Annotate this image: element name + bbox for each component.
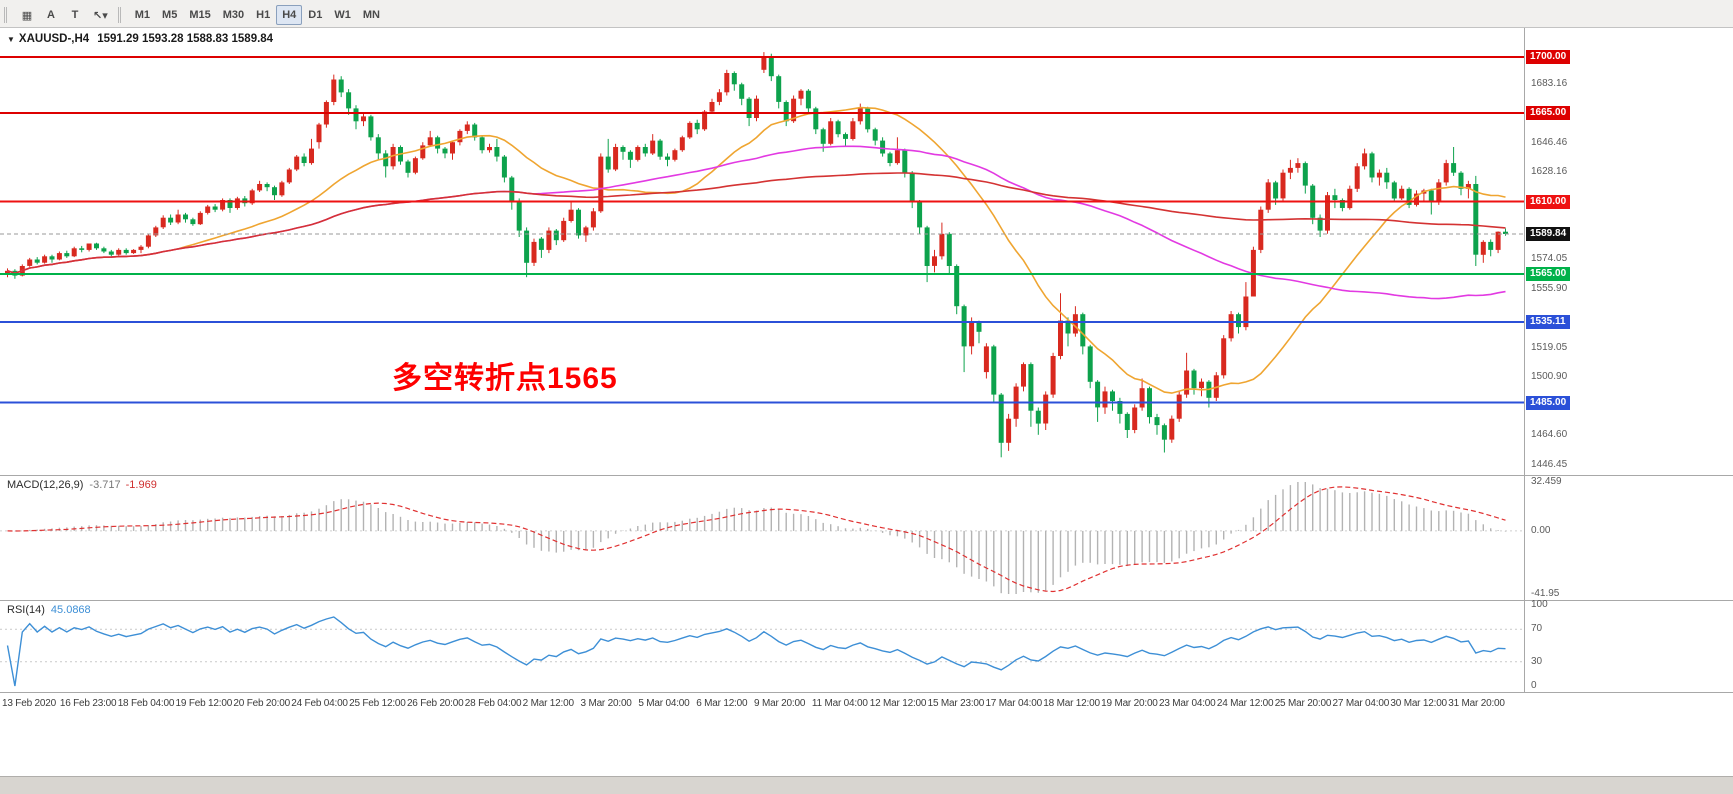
macd-label: MACD(12,26,9) -3.717 -1.969 [7,479,157,491]
chart-title: ▼ XAUUSD-,H4 1591.29 1593.28 1588.83 1589.… [7,33,273,45]
timeframe-button-h4[interactable]: H4 [276,5,303,25]
macd-value: -3.717 [89,479,121,491]
text-tool-button[interactable]: T [71,9,79,21]
price-tick-label: 1446.45 [1531,458,1568,470]
toolbar-grip[interactable] [117,7,124,23]
time-axis[interactable]: 13 Feb 2020 16 Feb 23:00 18 Feb 04:00 19 Fe… [0,693,1733,716]
panel-separator[interactable] [0,600,1733,601]
time-axis-label: 5 Mar 04:00 [638,698,690,709]
time-axis-label: 15 Mar 23:00 [927,698,985,709]
symbol-period-label: XAUUSD-,H4 [18,33,90,45]
toolbar: ▦ A T ↖▾ M1 M5 M15 M30 H1 H4 D1 W1 MN [0,0,1733,28]
chart-annotation-text[interactable]: 多空转折点1565 [392,362,618,395]
time-axis-label: 2 Mar 12:00 [522,698,574,709]
cursor-tool-button[interactable]: A [47,9,55,21]
timeframe-button-m5[interactable]: M5 [162,9,178,21]
time-axis-label: 19 Feb 12:00 [175,698,233,709]
level-price-badge: 1610.00 [1526,194,1571,209]
price-tick-label: 1464.60 [1531,429,1568,441]
current-price-badge: 1589.84 [1526,227,1571,242]
time-axis-label: 28 Feb 04:00 [464,698,522,709]
time-axis-label: 24 Mar 12:00 [1216,698,1274,709]
timeframe-button-mn[interactable]: MN [362,9,380,21]
time-axis-label: 27 Mar 04:00 [1332,698,1390,709]
rsi-tick-label: 0 [1531,680,1537,691]
macd-signal-value: -1.969 [125,479,157,491]
status-bar [0,776,1733,794]
chart-collapse-arrow-icon[interactable]: ▼ [7,35,15,44]
rsi-value: 45.0868 [50,604,91,616]
price-tick-label: 1555.90 [1531,282,1568,294]
price-tick-label: 1683.16 [1531,78,1568,90]
time-axis-label: 20 Feb 20:00 [233,698,290,709]
time-axis-label: 16 Feb 23:00 [59,698,117,709]
chart-window[interactable]: ▼ XAUUSD-,H4 1591.29 1593.28 1588.83 1589.… [0,28,1733,776]
time-axis-label: 25 Feb 12:00 [349,698,406,709]
ohlc-values: 1591.29 1593.28 1588.83 1589.84 [97,33,274,45]
timeframe-button-m15[interactable]: M15 [189,9,211,21]
time-axis-label: 18 Feb 04:00 [117,698,175,709]
price-axis[interactable]: 1683.16 1646.46 1628.16 1574.05 1555.90 1519.… [1524,28,1733,475]
time-axis-label: 25 Mar 20:00 [1274,698,1332,709]
time-axis-label: 13 Feb 2020 [2,698,56,709]
macd-tick-label: -41.95 [1531,588,1560,599]
chart-tool-buttons: ▦ A T ↖▾ [15,5,114,25]
timeframe-button-m1[interactable]: M1 [134,9,151,21]
time-axis-label: 19 Mar 20:00 [1101,698,1158,709]
rsi-canvas[interactable] [0,601,1524,692]
time-axis-label: 26 Feb 20:00 [406,698,464,709]
macd-tick-label: 0.00 [1531,524,1551,536]
rsi-tick-label: 70 [1531,623,1543,635]
macd-axis[interactable]: 32.459 0.00 -41.95 [1524,476,1733,600]
panel-separator [0,692,1733,693]
time-axis-label: 12 Mar 12:00 [869,698,927,709]
time-axis-label: 31 Mar 20:00 [1448,698,1505,709]
level-price-badge: 1565.00 [1526,267,1571,281]
timeframe-button-d1[interactable]: D1 [308,9,323,21]
rsi-axis[interactable]: 100 70 30 0 [1524,599,1733,692]
price-tick-label: 1519.05 [1531,341,1568,353]
rsi-tick-label: 30 [1531,655,1543,667]
timeframe-button-m30[interactable]: M30 [222,9,245,21]
toolbar-grip[interactable] [4,7,10,23]
level-price-badge: 1485.00 [1526,395,1571,410]
chart-window-icon[interactable]: ▦ [21,9,33,22]
time-axis-label: 9 Mar 20:00 [754,698,806,709]
time-axis-label: 3 Mar 20:00 [580,698,632,709]
macd-canvas[interactable] [0,476,1524,600]
rsi-tick-label: 100 [1531,599,1548,610]
time-axis-label: 30 Mar 12:00 [1390,698,1447,709]
time-axis-label: 6 Mar 12:00 [696,698,748,709]
time-axis-label: 17 Mar 04:00 [985,698,1042,709]
price-chart-canvas[interactable] [0,28,1524,475]
timeframe-button-w1[interactable]: W1 [334,9,351,21]
time-axis-label: 23 Mar 04:00 [1159,698,1216,709]
rsi-label: RSI(14) 45.0868 [7,604,91,616]
timeframe-button-h1[interactable]: H1 [256,9,271,21]
level-price-badge: 1535.11 [1526,315,1570,330]
draw-tools-button[interactable]: ↖▾ [93,9,108,22]
time-axis-label: 18 Mar 12:00 [1043,698,1100,709]
price-tick-label: 1574.05 [1531,253,1568,265]
macd-tick-label: 32.459 [1531,476,1562,487]
time-axis-label: 11 Mar 04:00 [811,698,868,709]
timeframe-toolbar: M1 M5 M15 M30 H1 H4 D1 W1 MN [129,5,386,25]
panel-separator[interactable] [0,475,1733,476]
price-tick-label: 1500.90 [1531,371,1568,383]
price-tick-label: 1646.46 [1531,137,1568,149]
level-price-badge: 1665.00 [1526,106,1571,121]
level-price-badge: 1700.00 [1526,49,1571,64]
price-tick-label: 1628.16 [1531,166,1568,178]
time-axis-label: 24 Feb 04:00 [291,698,348,709]
